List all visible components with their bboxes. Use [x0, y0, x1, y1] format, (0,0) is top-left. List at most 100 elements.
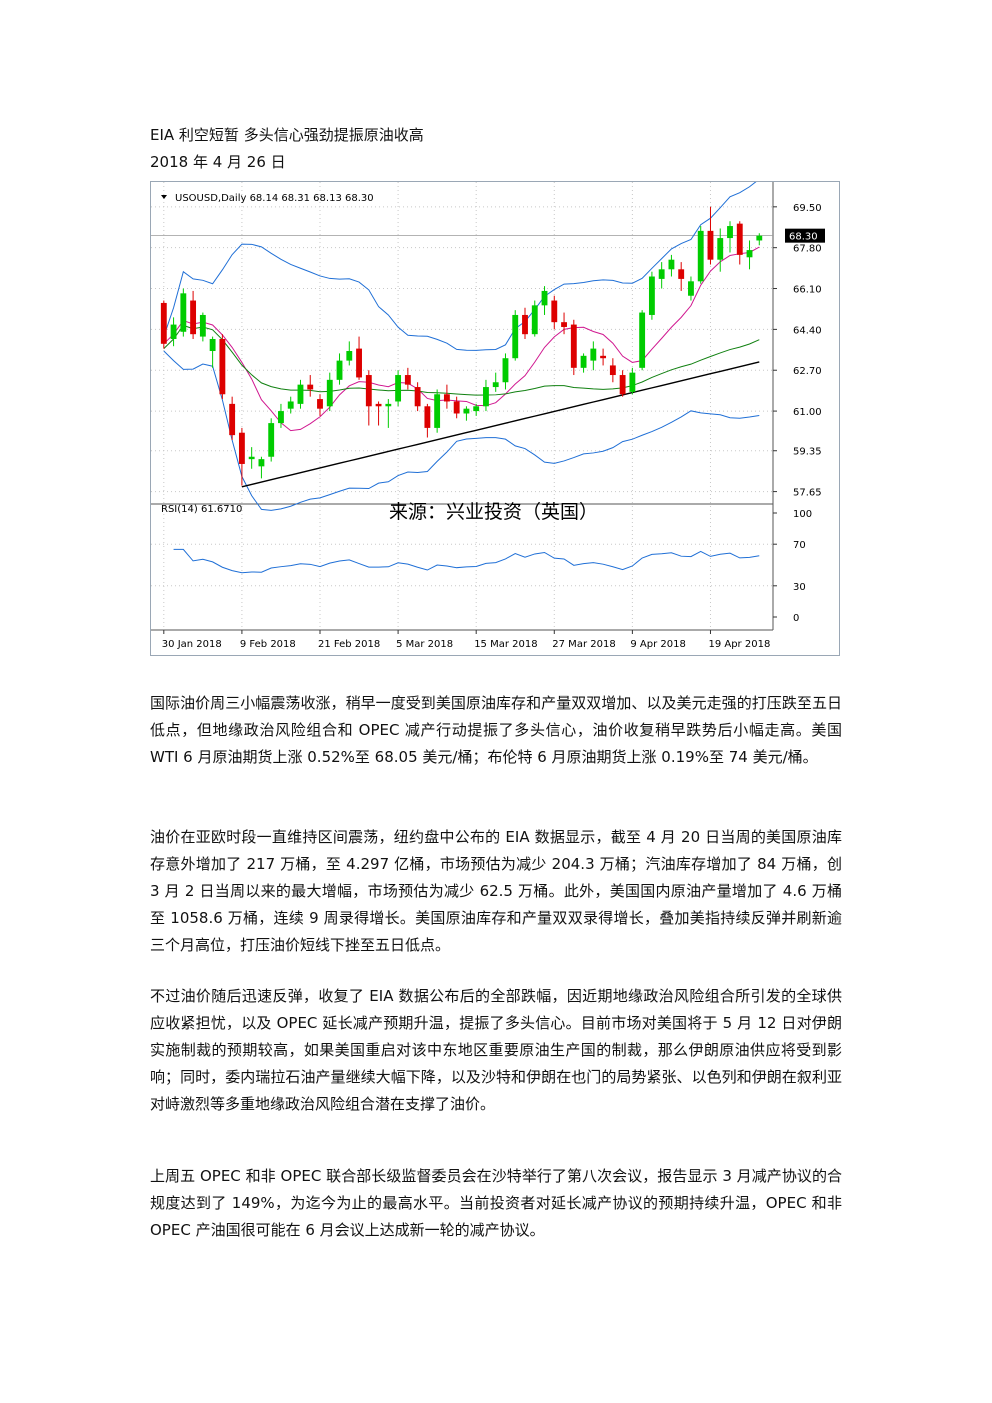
candle: [707, 206, 714, 265]
candle-body: [356, 348, 362, 378]
candle-body: [609, 365, 616, 376]
rsi-tick-label: 30: [793, 582, 806, 593]
candle-body: [658, 269, 665, 279]
moving-average-slow: [241, 361, 760, 488]
x-tick-label: 19 Apr 2018: [708, 639, 770, 650]
candle: [278, 403, 284, 428]
moving-average-fast: [163, 246, 760, 432]
candle-body: [199, 314, 206, 337]
candle-body: [561, 322, 567, 327]
candle: [463, 406, 470, 421]
candle: [483, 379, 489, 412]
article-title: EIA 利空短暂 多头信心强劲提振原油收高: [150, 126, 424, 144]
candle-body: [219, 338, 226, 395]
candle: [356, 336, 362, 380]
candle: [678, 262, 685, 291]
candle: [502, 353, 509, 390]
candle-body: [600, 355, 607, 359]
candle-body: [180, 293, 187, 332]
candle: [317, 394, 323, 416]
candle-body: [297, 384, 304, 404]
candle: [258, 456, 265, 479]
candle-body: [229, 403, 236, 436]
candle: [219, 334, 226, 400]
candle: [170, 317, 177, 347]
price-chart: 69.50 67.80 66.10 64.40 62.70 61.00 59.35 57.65…: [150, 181, 840, 656]
x-tick-label: 9 Feb 2018: [240, 639, 296, 650]
current-price-label: 68.30: [789, 232, 818, 243]
candle: [619, 370, 626, 397]
price-tick-label: 69.50: [793, 203, 822, 214]
candle: [736, 221, 743, 265]
candle: [600, 348, 607, 366]
candle: [492, 372, 499, 392]
rsi-tick-label: 0: [793, 613, 799, 624]
candle: [590, 341, 597, 371]
paragraph-1: 国际油价周三小幅震荡收涨，稍早一度受到美国原油库存和产量双双增加、以及美元走强的…: [150, 694, 842, 766]
candle: [570, 319, 577, 376]
candle: [629, 367, 636, 395]
candle-body: [756, 235, 763, 241]
candle-body: [736, 223, 743, 255]
rsi-tick-label: 100: [793, 509, 812, 520]
candle-body: [473, 406, 480, 412]
candle-body: [492, 382, 499, 388]
candle-body: [639, 312, 646, 368]
candle-body: [336, 360, 343, 380]
candle-body: [365, 375, 372, 407]
candle: [531, 300, 538, 337]
price-tick-label: 66.10: [793, 285, 822, 296]
candle: [453, 396, 460, 419]
price-tick-label: 67.80: [793, 244, 822, 255]
candle: [365, 370, 372, 426]
candle-body: [541, 290, 548, 306]
candle: [648, 271, 655, 320]
moving-average-mid: [163, 324, 760, 396]
candle-body: [434, 394, 441, 428]
candle: [639, 310, 646, 371]
candle: [414, 382, 421, 412]
bollinger-lower: [163, 350, 760, 511]
x-tick-label: 30 Jan 2018: [162, 639, 222, 650]
candle-body: [648, 276, 655, 315]
candle-body: [160, 302, 167, 344]
candle-body: [326, 379, 333, 407]
candle: [697, 226, 704, 284]
candle: [658, 262, 665, 289]
price-tick-label: 64.40: [793, 325, 822, 336]
candle: [512, 310, 519, 361]
x-tick-label: 27 Mar 2018: [552, 639, 615, 650]
candle: [287, 396, 294, 414]
paragraph-2: 油价在亚欧时段一直维持区间震荡，纽约盘中公布的 EIA 数据显示，截至 4 月 …: [150, 828, 842, 954]
rsi-label: RSI(14) 61.6710: [161, 504, 242, 515]
candle: [346, 341, 353, 366]
candle-body: [678, 269, 685, 279]
candle-body: [268, 423, 275, 457]
candle-body: [346, 351, 353, 361]
price-tick-label: 61.00: [793, 407, 822, 418]
candle: [688, 276, 694, 301]
candle-body: [717, 238, 724, 260]
candle-body: [395, 375, 402, 402]
candle-body: [668, 259, 675, 270]
x-tick-label: 5 Mar 2018: [396, 639, 453, 650]
current-price-badge: [785, 228, 825, 243]
candle-body: [463, 408, 470, 414]
candle-body: [727, 226, 733, 239]
candle: [326, 372, 333, 412]
candle: [609, 358, 616, 383]
x-tick-label: 21 Feb 2018: [318, 639, 380, 650]
candle: [443, 384, 450, 409]
candle-body: [209, 338, 216, 352]
candle-body: [590, 348, 597, 361]
candle: [746, 240, 753, 270]
candle-body: [424, 406, 431, 428]
article-date: 2018 年 4 月 26 日: [150, 153, 286, 171]
candle: [199, 312, 206, 342]
candle-body: [688, 281, 694, 296]
candle-body: [707, 230, 714, 260]
candle: [522, 307, 528, 339]
candle-body: [443, 394, 450, 402]
bollinger-upper: [163, 182, 757, 351]
candle: [297, 379, 304, 409]
